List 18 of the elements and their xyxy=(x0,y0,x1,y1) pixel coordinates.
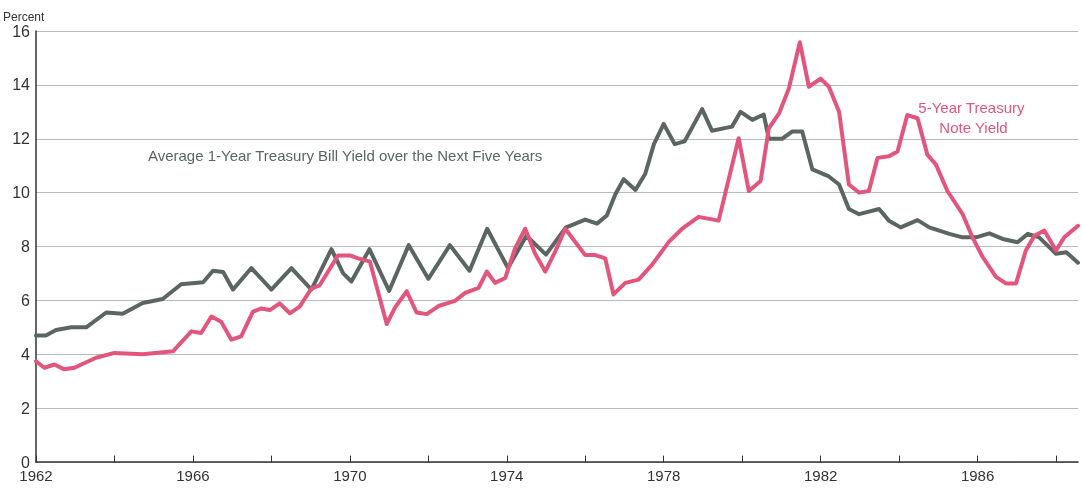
x-tick-label: 1978 xyxy=(647,467,681,484)
x-tick-label: 1986 xyxy=(960,467,995,484)
y-tick-label: 14 xyxy=(12,76,31,94)
y-tick-label: 6 xyxy=(21,291,31,309)
line-series xyxy=(34,40,1080,372)
y-axis-title: Percent xyxy=(3,10,46,25)
x-tick-label: 1970 xyxy=(333,467,367,484)
x-tick-label: 1966 xyxy=(176,467,210,484)
y-tick-label: 8 xyxy=(21,238,31,255)
y-tick-label: 2 xyxy=(21,399,31,417)
y-tick-label: 4 xyxy=(21,345,31,363)
y-tick-label: 12 xyxy=(12,130,31,148)
x-tick-label: 1982 xyxy=(803,467,838,484)
y-tick-label: 16 xyxy=(12,22,31,40)
y-tick-label: 10 xyxy=(12,184,31,202)
x-tick-label: 1974 xyxy=(490,467,524,484)
series-label: 5-Year Treasury Note Yield xyxy=(918,98,1029,136)
text: Average 1-Year Treasury Bill Yield over the Next Five Years xyxy=(147,147,543,165)
